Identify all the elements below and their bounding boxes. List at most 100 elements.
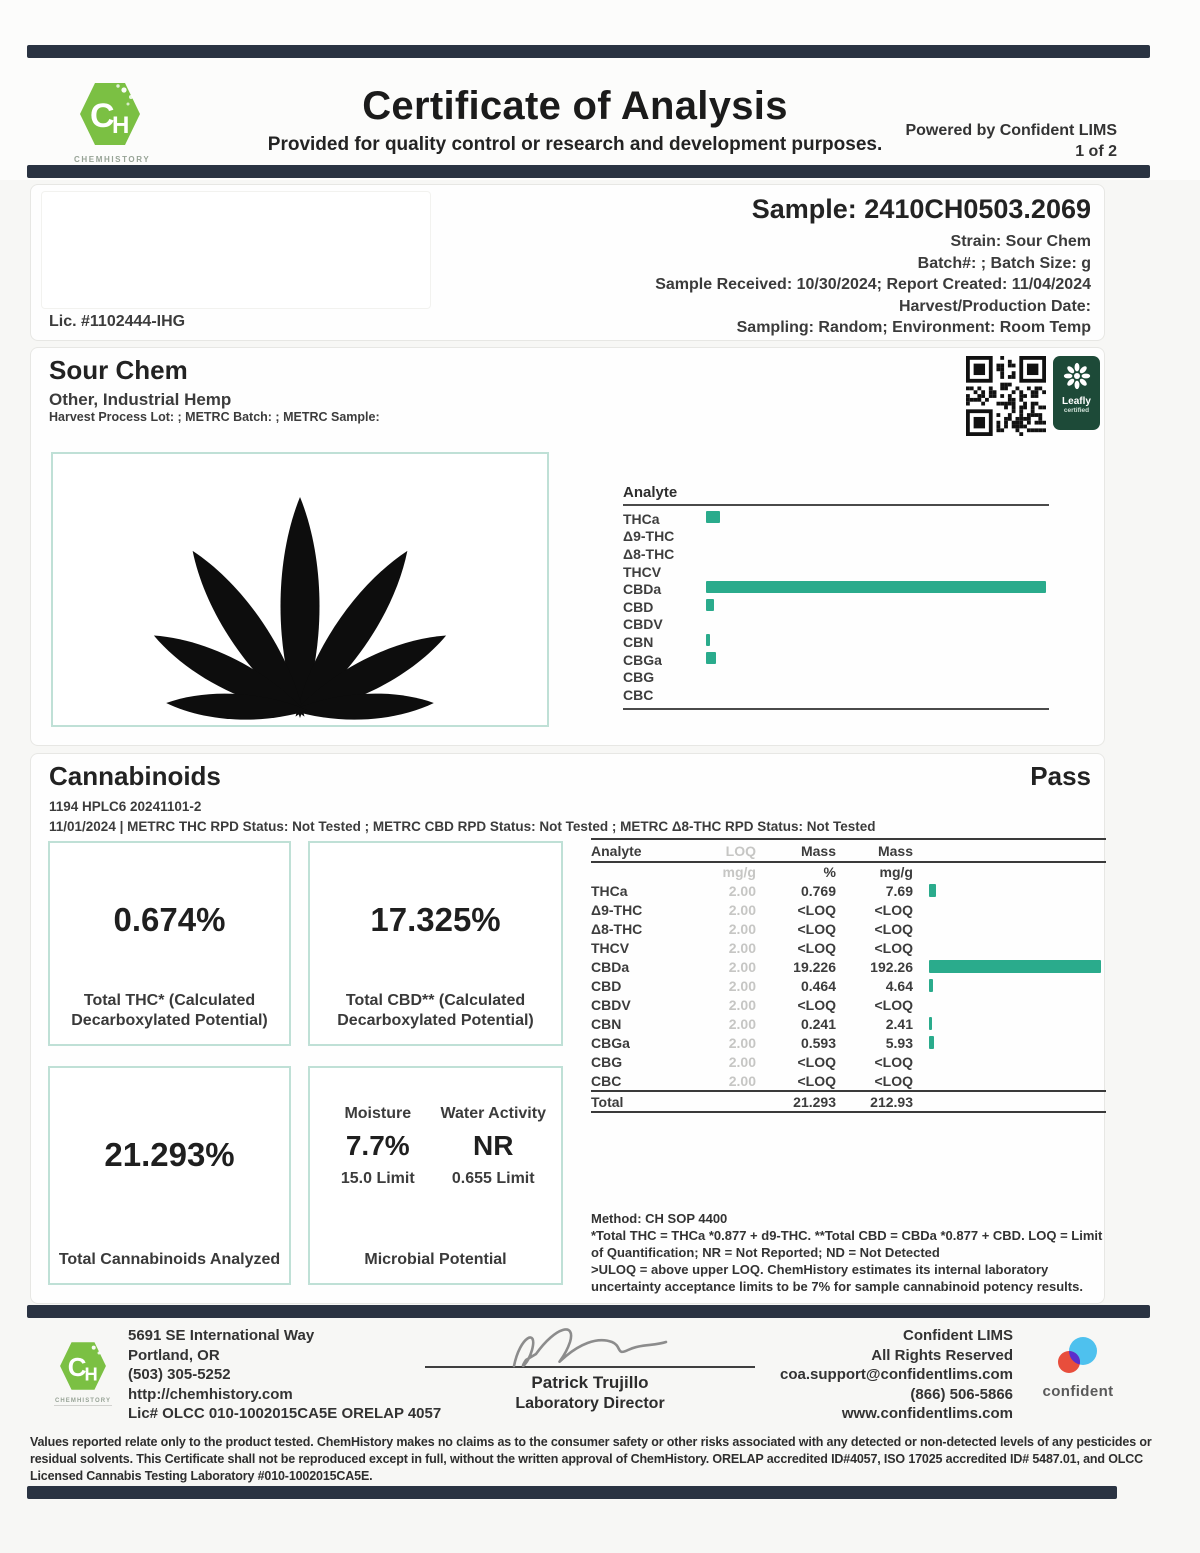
method-notes: Method: CH SOP 4400 *Total THC = THCa *0.… [591,1210,1106,1295]
chart-header: Analyte [623,484,1049,506]
sample-meta-lines: Strain: Sour Chem Batch#: ; Batch Size: g… [655,231,1091,339]
analyte-bar-track [706,651,1049,669]
table-row: CBN 2.00 0.241 2.41 [591,1014,1106,1033]
table-body: THCa 2.00 0.769 7.69 Δ9-THC 2.00 <LOQ <LOQ Δ8-TH… [591,881,1106,1090]
table-row: THCa 2.00 0.769 7.69 [591,881,1106,900]
mass-bar [929,1036,934,1049]
cannabinoids-card: Cannabinoids Pass 1194 HPLC6 20241101-2 … [30,753,1106,1304]
table-row: CBC 2.00 <LOQ <LOQ [591,1071,1106,1090]
product-card: Sour Chem Other, Industrial Hemp Harvest… [30,347,1105,746]
cell-mass-mgg: <LOQ [874,996,913,1013]
cell-analyte: CBG [591,1053,623,1070]
cannabis-leaf-icon [153,497,447,720]
cell-analyte: THCa [591,882,628,899]
cell-loq: 2.00 [728,882,756,899]
ch-hexagon-icon: C H [80,83,140,145]
cell-analyte: CBD [591,977,622,994]
water-activity-label: Water Activity [440,1105,546,1122]
cell-analyte: THCV [591,939,630,956]
analyte-row: CBG [623,668,1049,686]
license-number: Lic. #1102444-IHG [49,313,186,330]
analyte-label: THCV [623,563,662,580]
moisture-label: Moisture [344,1105,412,1122]
header-band [0,0,1200,180]
analyte-overview-chart: Analyte THCa Δ9-THC Δ8-THC THCV CBDa CBD CBDV C… [623,484,1049,710]
analyte-row: Δ9-THC [623,528,1049,546]
total-mass-mgg: 212.93 [870,1093,913,1110]
cell-mass-pct: 19.226 [793,958,836,975]
cannabinoid-results-table: Analyte LOQ Mass Mass mg/g % mg/g THCa 2.… [591,838,1106,1113]
analyte-label: CBG [623,669,655,686]
total-thc-label: Total THC* (Calculated Decarboxylated Po… [71,992,268,1029]
cell-bar [913,979,1106,992]
analyte-label: CBDV [623,616,663,633]
page-subtitle: Provided for quality control or research… [267,134,883,155]
metrc-status-line: 11/01/2024 | METRC THC RPD Status: Not T… [49,819,876,834]
header-top-rule [27,45,1150,58]
strain-name: Sour Chem [49,355,188,385]
confident-circles-icon [1058,1337,1097,1373]
cell-loq: 2.00 [728,901,756,918]
leafly-badge-sublabel: certified [1063,407,1090,414]
cell-analyte: CBGa [591,1034,630,1051]
confident-contact-block: Confident LIMS All Rights Reserved coa.sup… [780,1326,1013,1424]
analyte-bar [706,511,720,523]
analyte-label: CBN [623,634,654,651]
analyte-bar-track [706,510,1049,528]
analyte-row: CBDa [623,580,1049,598]
cell-loq: 2.00 [728,920,756,937]
analyte-row: CBDV [623,616,1049,634]
cell-mass-pct: <LOQ [797,996,836,1013]
cell-mass-mgg: <LOQ [874,939,913,956]
table-row: Δ9-THC 2.00 <LOQ <LOQ [591,900,1106,919]
sample-meta-line: Strain: Sour Chem [950,233,1091,250]
section-title: Cannabinoids [49,761,221,791]
table-row: CBGa 2.00 0.593 5.93 [591,1033,1106,1052]
method-line: Method: CH SOP 4400 [591,1211,728,1226]
cell-mass-pct: <LOQ [797,901,836,918]
cell-bar [913,1036,1106,1049]
analyte-label: Δ8-THC [623,545,675,562]
page-title: Certificate of Analysis [362,84,788,128]
analyte-label: CBDa [623,581,662,598]
analyte-bar-track [706,580,1049,598]
sample-meta-line: Sampling: Random; Environment: Room Temp [736,319,1091,336]
cell-analyte: CBDV [591,996,631,1013]
header-bottom-rule [27,165,1150,178]
signer-title: Laboratory Director [515,1395,665,1412]
cell-mass-mgg: 4.64 [885,977,913,994]
table-row: CBDa 2.00 19.226 192.26 [591,957,1106,976]
ch-hexagon-icon-small: C H [60,1342,106,1390]
leafly-certified-badge: Leafly certified [1053,356,1100,430]
address-line: (503) 305-5252 [128,1366,231,1383]
table-units-row: mg/g % mg/g [591,863,1106,881]
water-activity-limit: 0.655 Limit [451,1170,535,1187]
powered-by-block: Powered by Confident LIMS 1 of 2 [905,120,1117,162]
col-analyte: Analyte [591,842,642,859]
table-row: CBDV 2.00 <LOQ <LOQ [591,995,1106,1014]
client-logo-placeholder [41,191,431,309]
address-line: Portland, OR [128,1346,220,1364]
analyte-bar-track [706,633,1049,651]
cell-analyte: CBN [591,1015,622,1032]
cell-mass-mgg: 5.93 [885,1034,913,1051]
qr-code [966,356,1046,436]
col-loq: LOQ [725,842,756,859]
product-category: Other, Industrial Hemp [49,390,232,409]
address-line: Lic# OLCC 010-1002015CA5E ORELAP 4057 [128,1405,442,1422]
cell-analyte: CBC [591,1072,622,1089]
confident-wordmark: confident [1042,1383,1114,1400]
cell-loq: 2.00 [728,1015,756,1032]
cell-bar [913,960,1106,973]
svg-text:H: H [85,1364,98,1385]
mass-bar [929,960,1101,973]
confident-line: All Rights Reserved [871,1346,1013,1364]
cell-analyte: CBDa [591,958,630,975]
signer-name: Patrick Trujillo [531,1373,649,1392]
analyte-row: THCV [623,563,1049,581]
table-row: CBD 2.00 0.464 4.64 [591,976,1106,995]
footer-top-rule [27,1305,1150,1318]
cell-mass-mgg: <LOQ [874,901,913,918]
cell-analyte: Δ8-THC [591,920,643,937]
